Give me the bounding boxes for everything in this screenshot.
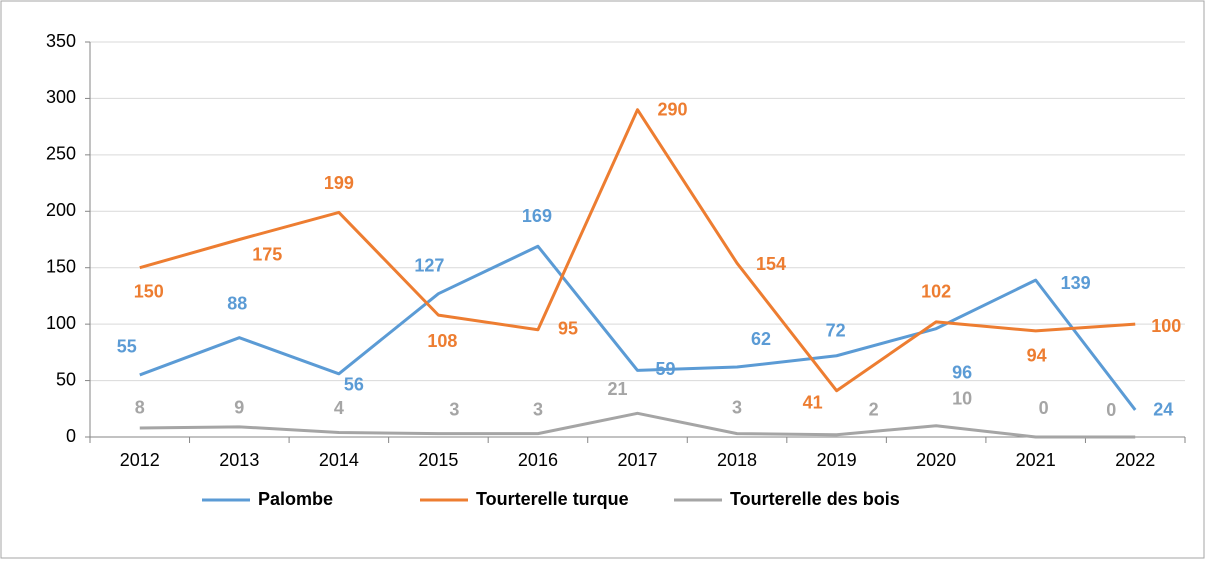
x-tick-label: 2015 (418, 450, 458, 470)
data-label: 199 (324, 173, 354, 193)
data-label: 2 (869, 399, 879, 419)
data-label: 24 (1153, 400, 1173, 420)
x-tick-label: 2014 (319, 450, 359, 470)
data-label: 9 (234, 398, 244, 418)
data-label: 150 (134, 281, 164, 301)
data-label: 88 (227, 293, 247, 313)
data-label: 55 (117, 337, 137, 357)
data-label: 21 (607, 379, 627, 399)
data-label: 175 (252, 244, 282, 264)
data-label: 56 (344, 375, 364, 395)
data-label: 290 (657, 99, 687, 119)
x-tick-label: 2018 (717, 450, 757, 470)
data-label: 0 (1039, 398, 1049, 418)
legend-label: Palombe (258, 489, 333, 509)
data-label: 139 (1061, 273, 1091, 293)
x-tick-label: 2020 (916, 450, 956, 470)
x-tick-label: 2013 (219, 450, 259, 470)
legend-label: Tourterelle turque (476, 489, 629, 509)
x-tick-label: 2017 (617, 450, 657, 470)
data-label: 3 (449, 399, 459, 419)
series-line (139, 108, 1136, 393)
x-tick-label: 2022 (1115, 450, 1155, 470)
data-label: 62 (751, 329, 771, 349)
y-tick-label: 300 (46, 87, 76, 107)
data-label: 169 (522, 206, 552, 226)
x-tick-label: 2019 (817, 450, 857, 470)
data-label: 41 (803, 392, 823, 412)
series-line (139, 411, 1136, 439)
x-tick-label: 2021 (1016, 450, 1056, 470)
data-label: 95 (558, 319, 578, 339)
x-tick-label: 2012 (120, 450, 160, 470)
data-label: 4 (334, 398, 344, 418)
data-label: 3 (732, 397, 742, 417)
y-tick-label: 0 (66, 426, 76, 446)
data-label: 72 (826, 320, 846, 340)
y-tick-label: 150 (46, 256, 76, 276)
series-line (139, 244, 1137, 411)
data-label: 94 (1027, 346, 1047, 366)
data-label: 96 (952, 362, 972, 382)
data-label: 102 (921, 282, 951, 302)
data-label: 8 (135, 398, 145, 418)
y-tick-label: 50 (56, 369, 76, 389)
legend-label: Tourterelle des bois (730, 489, 900, 509)
x-tick-label: 2016 (518, 450, 558, 470)
data-label: 59 (655, 359, 675, 379)
y-tick-label: 350 (46, 31, 76, 51)
data-label: 108 (427, 331, 457, 351)
data-label: 0 (1106, 400, 1116, 420)
data-label: 10 (952, 388, 972, 408)
data-label: 100 (1151, 316, 1181, 336)
data-label: 127 (414, 255, 444, 275)
data-label: 3 (533, 399, 543, 419)
data-label: 154 (756, 254, 786, 274)
y-tick-label: 250 (46, 144, 76, 164)
y-tick-label: 200 (46, 200, 76, 220)
y-tick-label: 100 (46, 313, 76, 333)
